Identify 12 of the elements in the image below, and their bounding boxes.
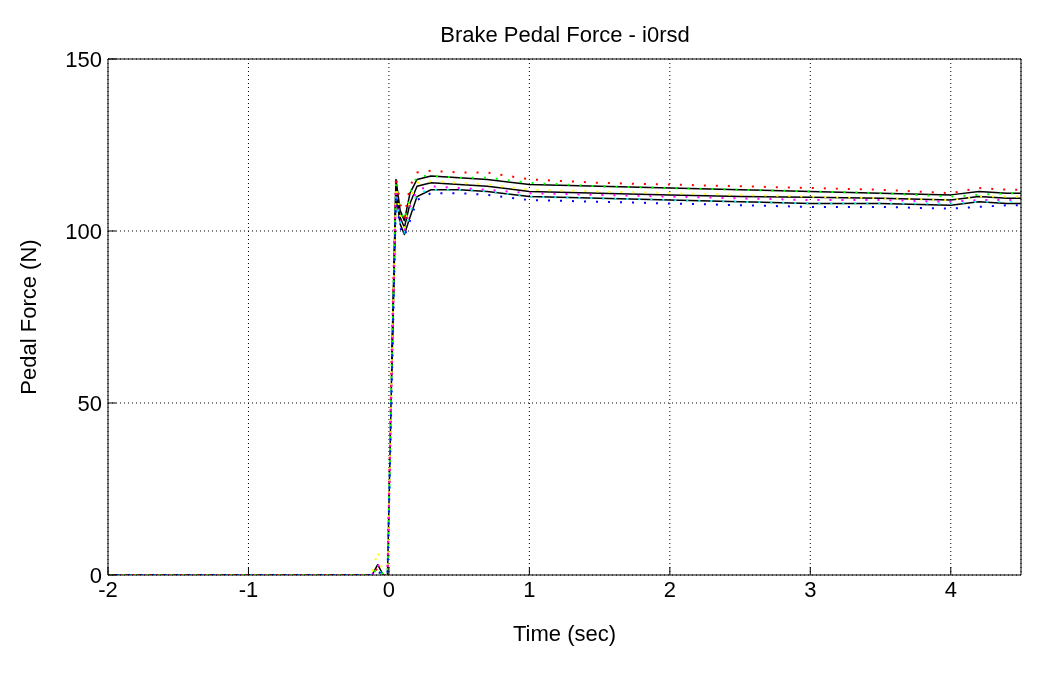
y-axis-title: Pedal Force (N) <box>15 239 41 395</box>
x-axis-title: Time (sec) <box>512 621 617 646</box>
y-tick-label: 150 <box>65 46 102 72</box>
y-tick-label: 50 <box>77 390 102 416</box>
x-tick-label: 4 <box>944 576 957 602</box>
x-tick-label: 3 <box>804 576 817 602</box>
x-tick-label: 2 <box>663 576 676 602</box>
x-tick-label: 1 <box>523 576 536 602</box>
y-tick-label: 100 <box>65 218 102 244</box>
chart-title: Brake Pedal Force - i0rsd <box>439 22 691 48</box>
x-tick-label: 0 <box>382 576 396 602</box>
x-tick-label: -1 <box>238 576 259 602</box>
